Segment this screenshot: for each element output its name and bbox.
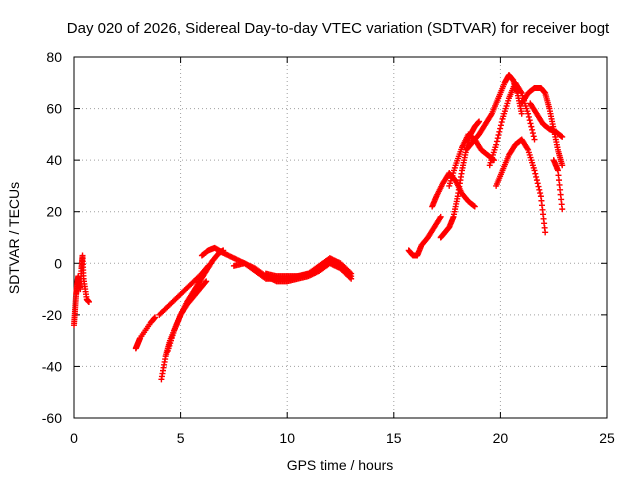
x-tick-label: 15: [386, 430, 402, 446]
x-axis-label: GPS time / hours: [287, 457, 394, 473]
series-prn-o: [493, 136, 549, 236]
plot-frame: [73, 56, 608, 419]
series-prn-h: [262, 257, 355, 280]
data-point: [152, 314, 159, 321]
data-point: [559, 133, 566, 140]
data-point: [436, 215, 443, 222]
series-prn-p: [518, 84, 566, 169]
series-prn-q: [527, 100, 566, 140]
data-point: [493, 141, 500, 148]
data-point: [476, 118, 483, 125]
x-tick-label: 10: [279, 430, 295, 446]
data-point: [518, 110, 525, 117]
y-tick-label: 60: [46, 101, 62, 117]
y-tick-label: 80: [46, 49, 62, 65]
x-tick-label: 20: [493, 430, 509, 446]
data-point: [517, 88, 524, 95]
data-point: [525, 110, 532, 117]
grid-lines: [74, 57, 607, 418]
y-tick-label: 0: [54, 255, 62, 271]
y-tick-label: -60: [42, 410, 62, 426]
data-point: [494, 135, 501, 142]
data-point: [533, 173, 540, 180]
data-point: [495, 132, 502, 139]
x-tick-label: 0: [70, 430, 78, 446]
data-point: [533, 177, 540, 184]
data-point: [204, 263, 211, 270]
data-point: [496, 128, 503, 135]
data-point: [493, 138, 500, 145]
series-prn-b: [132, 314, 159, 352]
data-points: [71, 72, 566, 383]
data-point: [488, 112, 495, 119]
series-prn-a: [71, 252, 92, 329]
data-point: [205, 262, 212, 269]
series-prn-r: [550, 157, 566, 213]
data-point: [531, 167, 538, 174]
data-point: [559, 206, 566, 213]
data-point: [534, 180, 541, 187]
data-point: [526, 117, 533, 124]
data-point: [529, 126, 536, 133]
axis-ticks: 0 5 10 15 20 25 -60 -40 -20 0 20 40 60 80: [42, 49, 615, 446]
series-prn-e: [156, 262, 212, 318]
chart-title: Day 020 of 2026, Sidereal Day-to-day VTE…: [67, 20, 610, 37]
data-point: [537, 190, 544, 197]
data-point: [524, 145, 531, 152]
data-point: [542, 229, 549, 236]
y-tick-label: 20: [46, 204, 62, 220]
data-point: [531, 136, 538, 143]
series-prn-i: [405, 213, 444, 259]
y-tick-label: 40: [46, 152, 62, 168]
y-axis-label: SDTVAR / TECUs: [6, 182, 22, 294]
data-point: [85, 298, 92, 305]
data-point: [529, 130, 536, 137]
data-point: [497, 125, 504, 132]
data-point: [498, 119, 505, 126]
y-tick-label: -40: [42, 358, 62, 374]
y-tick-label: -20: [42, 307, 62, 323]
data-point: [471, 203, 478, 210]
data-point: [348, 273, 355, 280]
data-point: [497, 122, 504, 129]
data-point: [536, 186, 543, 193]
x-tick-label: 25: [599, 430, 615, 446]
data-point: [528, 123, 535, 130]
data-point: [530, 133, 537, 140]
data-point: [527, 120, 534, 127]
data-point: [559, 162, 566, 169]
data-point: [525, 113, 532, 120]
data-point: [203, 278, 210, 285]
x-tick-label: 5: [177, 430, 185, 446]
data-point: [532, 170, 539, 177]
data-point: [535, 183, 542, 190]
data-point: [202, 279, 209, 286]
data-point: [437, 213, 444, 220]
